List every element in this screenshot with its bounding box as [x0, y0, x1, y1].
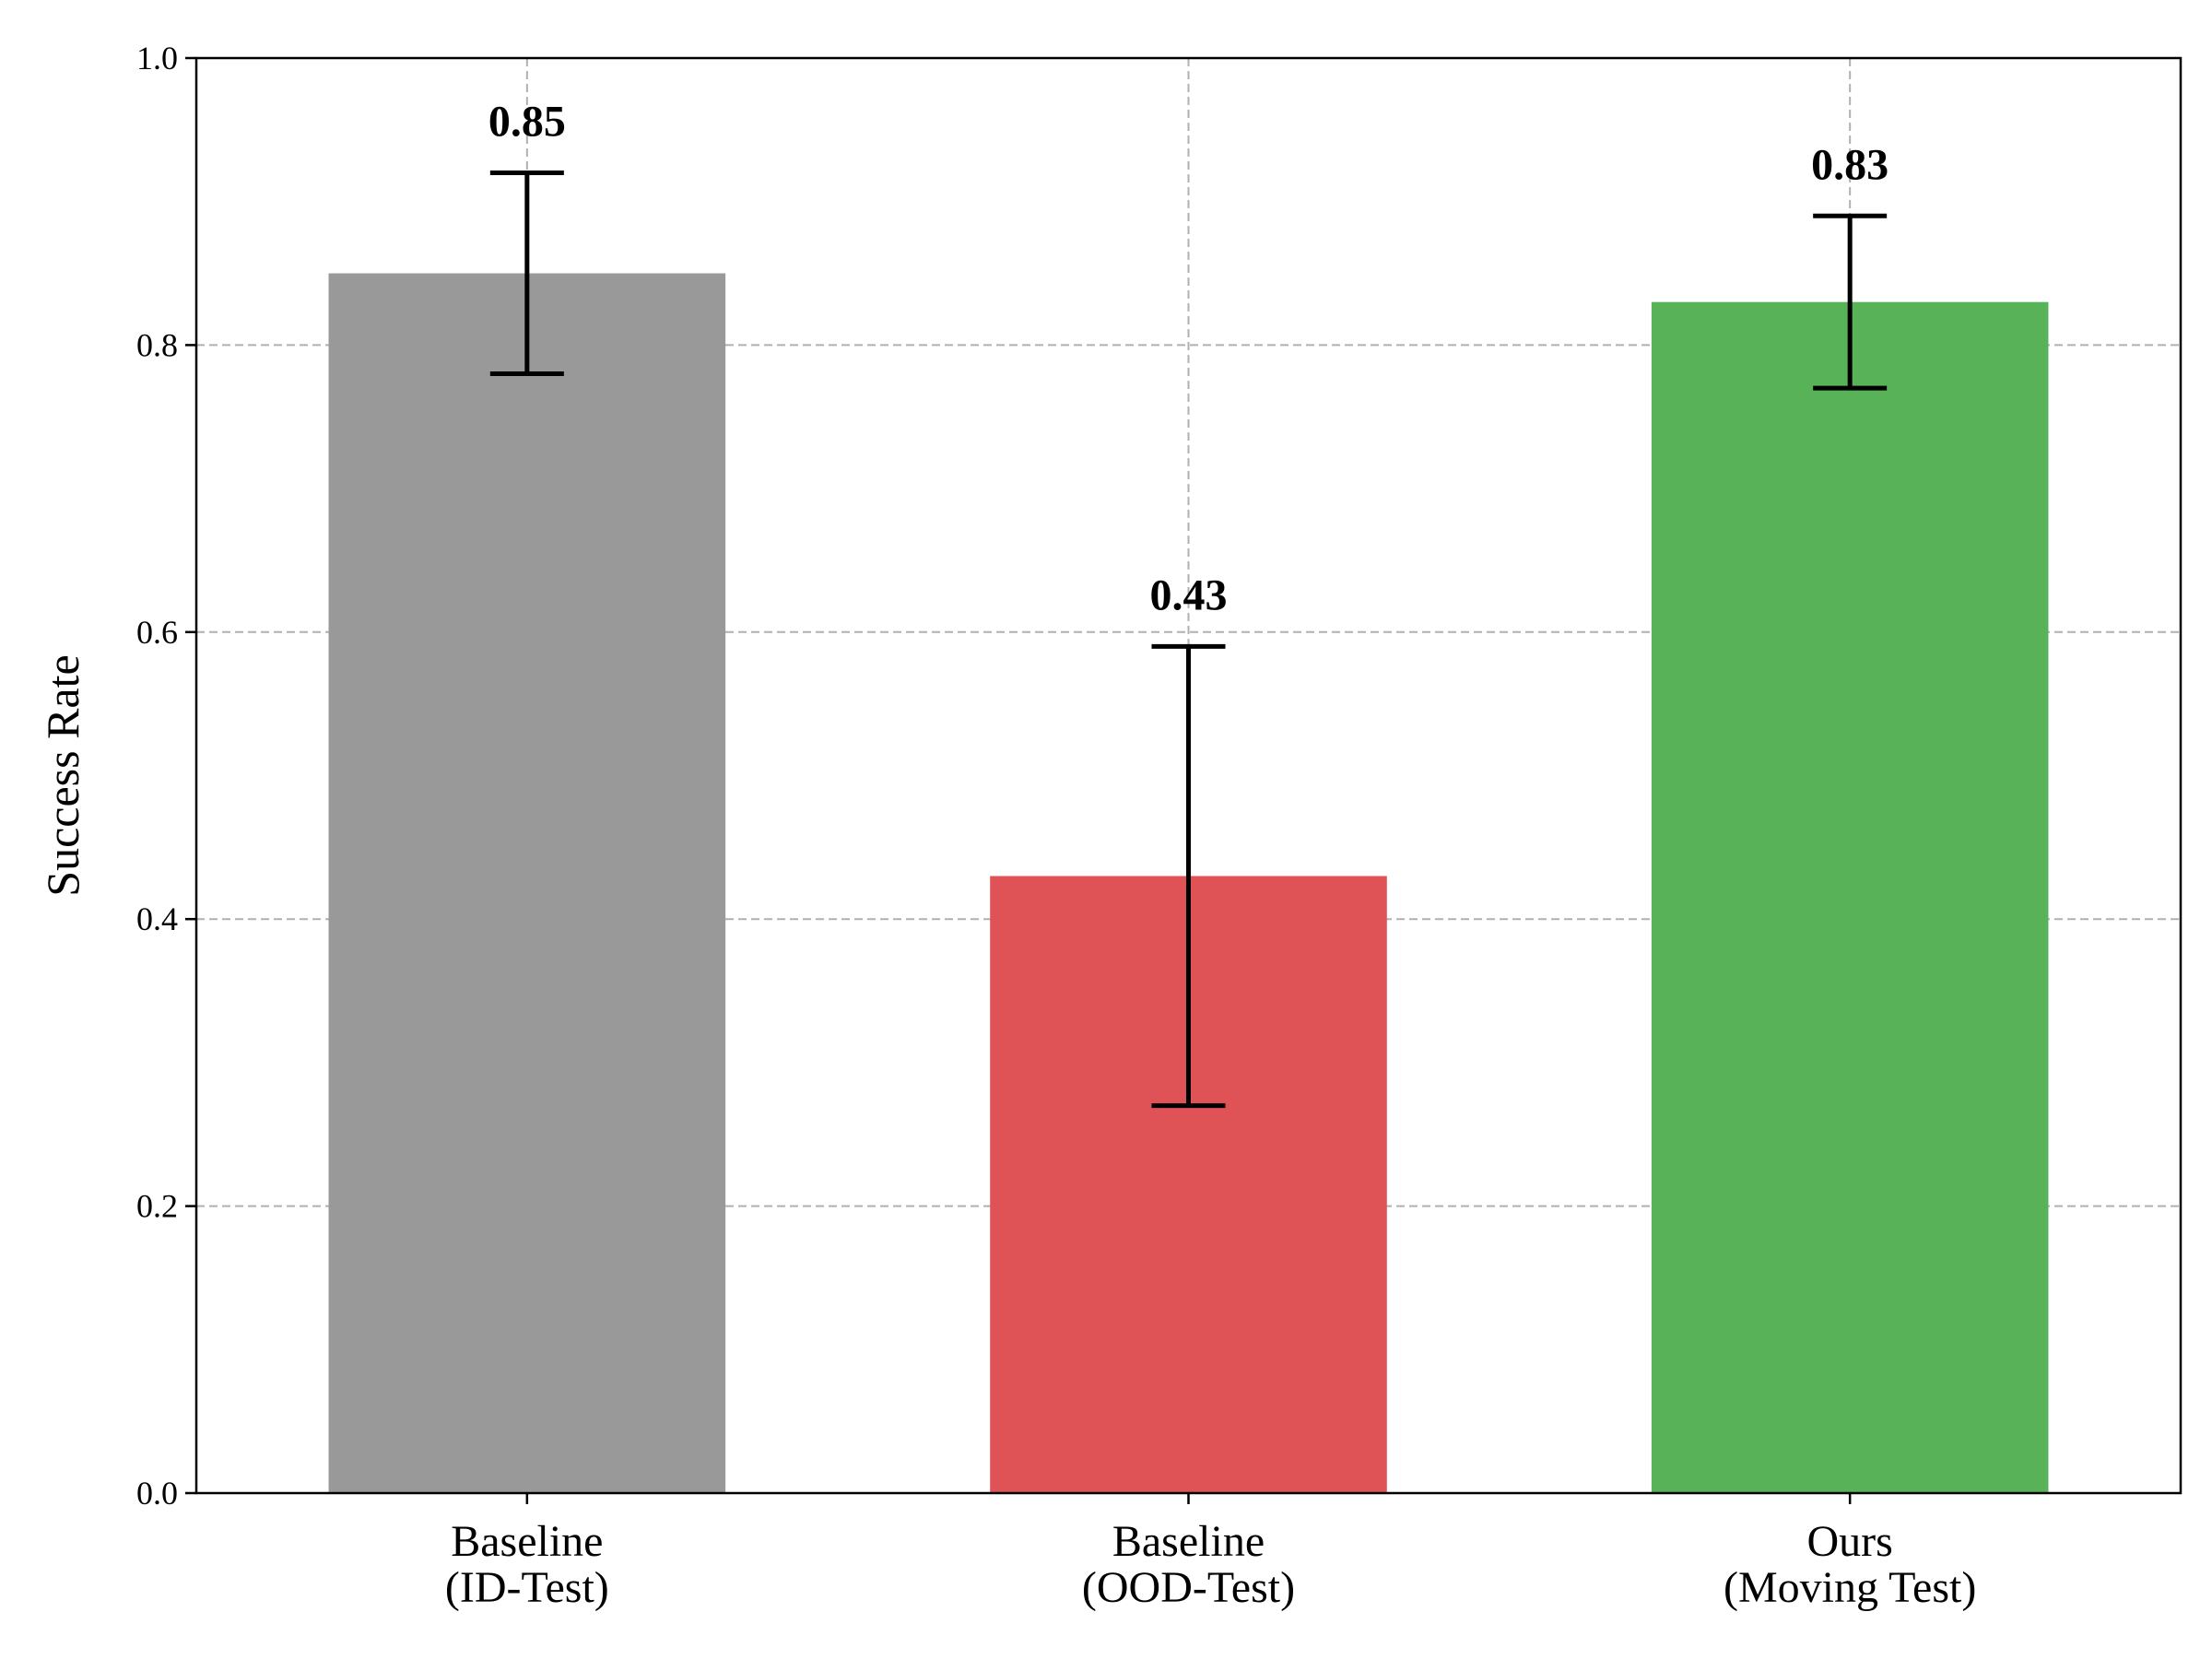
axis-ticks: 0.00.20.40.60.81.0Baseline(ID-Test)Basel…	[136, 40, 1976, 1612]
bar	[328, 273, 726, 1493]
x-tick-label: Baseline	[451, 1517, 603, 1566]
data-label: 0.43	[1150, 571, 1228, 619]
bars	[328, 273, 2049, 1494]
y-tick-label: 0.6	[136, 614, 178, 651]
error-bars	[489, 171, 1888, 1109]
x-tick-label: Ours	[1807, 1517, 1893, 1566]
y-tick-label: 1.0	[136, 40, 178, 76]
x-tick-label: (Moving Test)	[1724, 1563, 1976, 1612]
y-tick-label: 0.2	[136, 1188, 178, 1225]
x-tick-label: Baseline	[1112, 1517, 1265, 1566]
data-label: 0.85	[488, 98, 566, 147]
x-tick-label: (OOD-Test)	[1082, 1563, 1295, 1612]
y-tick-label: 0.8	[136, 326, 178, 363]
data-labels: 0.85 0.43 0.83	[488, 98, 1888, 620]
y-tick-label: 0.0	[136, 1475, 178, 1512]
x-tick-label: (ID-Test)	[445, 1563, 609, 1612]
y-axis-title: Success Rate	[37, 654, 88, 896]
y-tick-label: 0.4	[136, 900, 178, 937]
bar	[1651, 301, 2049, 1494]
data-label: 0.83	[1811, 140, 1888, 189]
